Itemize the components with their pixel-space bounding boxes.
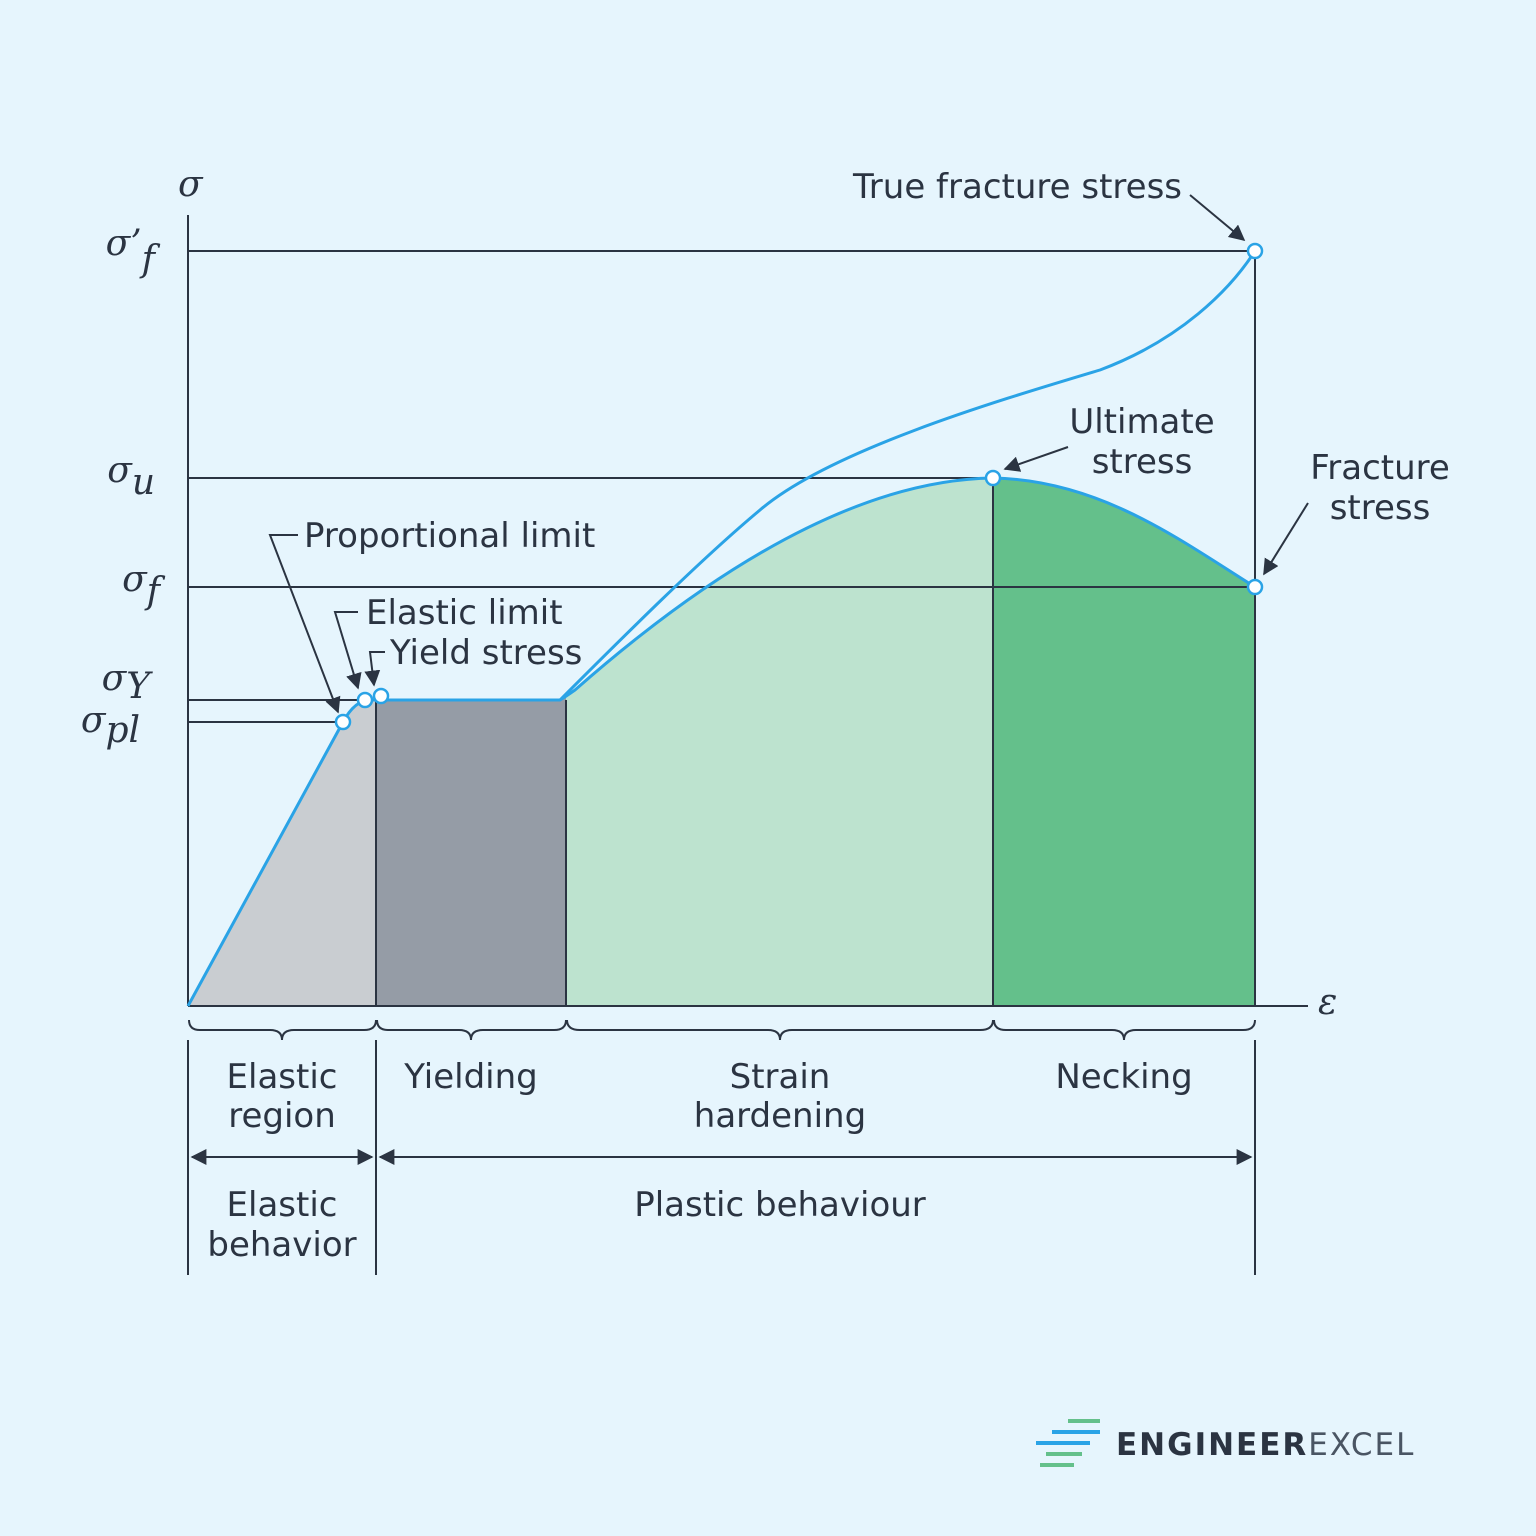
brand: ENGINEEREXCEL xyxy=(1116,1427,1415,1463)
region-label: Elastic xyxy=(227,1057,338,1097)
level: σu xyxy=(107,450,155,503)
behavior-label: Plastic behaviour xyxy=(634,1185,926,1225)
level: σY xyxy=(102,658,154,707)
region-label: Strain xyxy=(730,1057,831,1097)
text-part: σ’ xyxy=(106,223,142,264)
text-part: σ xyxy=(107,450,133,491)
leaders xyxy=(268,194,1309,714)
text-part: EXCEL xyxy=(1308,1427,1415,1463)
region-label: hardening xyxy=(694,1096,866,1136)
text-part: ENGINEER xyxy=(1116,1427,1308,1463)
annotation: Elastic limit xyxy=(366,593,563,633)
annotation: Yield stress xyxy=(389,633,582,673)
braces xyxy=(187,1019,1256,1275)
text-part: u xyxy=(132,462,155,503)
behavior-label: behavior xyxy=(207,1225,356,1265)
level: σpl xyxy=(81,700,140,751)
annotation: stress xyxy=(1092,442,1193,482)
text-part: σ xyxy=(81,700,107,741)
brand-logo: ENGINEEREXCEL xyxy=(1036,1419,1415,1467)
region-label: region xyxy=(228,1096,336,1136)
region-labels: Elastic region Yielding Strain hardening… xyxy=(207,1057,1192,1265)
guide-lines xyxy=(187,215,1308,1007)
behavior-label: Elastic xyxy=(227,1185,338,1225)
markers xyxy=(334,242,1264,731)
annotation: True fracture stress xyxy=(852,167,1182,207)
text-part: Y xyxy=(126,666,153,707)
text-part: σ xyxy=(122,559,148,600)
true-curve xyxy=(558,250,1257,702)
annotation: stress xyxy=(1330,488,1431,528)
annotation: Ultimate xyxy=(1069,402,1214,442)
region-label: Yielding xyxy=(403,1057,538,1097)
text-part: pl xyxy=(105,710,140,751)
necking-fill xyxy=(993,478,1255,1006)
region-label: Necking xyxy=(1055,1057,1192,1097)
annotation: Fracture xyxy=(1310,448,1450,488)
x-axis-label: ε xyxy=(1318,982,1337,1023)
y-axis-label: σ xyxy=(178,164,204,205)
text-part: σ xyxy=(102,658,128,699)
annotation: Proportional limit xyxy=(304,516,595,556)
engineering-curve xyxy=(186,476,1256,1007)
